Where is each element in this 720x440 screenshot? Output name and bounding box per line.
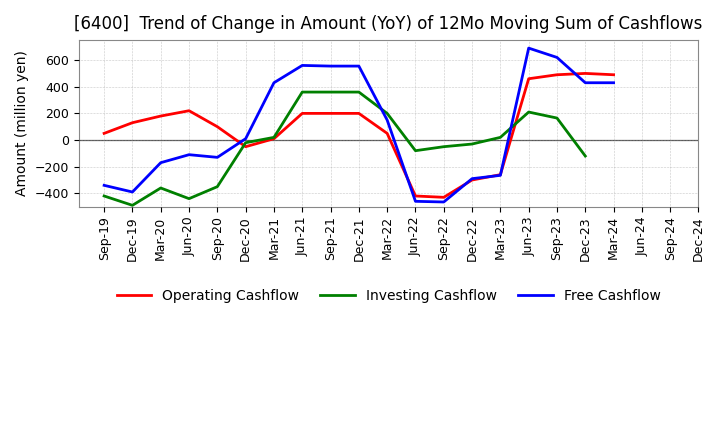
Investing Cashflow — [524, 110, 533, 115]
Operating Cashflow — [100, 131, 109, 136]
Investing Cashflow — [298, 89, 307, 95]
Operating Cashflow — [213, 124, 222, 129]
Free Cashflow — [156, 160, 165, 165]
Free Cashflow — [213, 155, 222, 160]
Operating Cashflow — [326, 111, 335, 116]
Free Cashflow — [581, 80, 590, 85]
Free Cashflow — [128, 189, 137, 194]
Free Cashflow — [524, 45, 533, 51]
Free Cashflow — [354, 63, 363, 69]
Investing Cashflow — [439, 144, 448, 149]
Investing Cashflow — [156, 185, 165, 191]
Free Cashflow — [439, 199, 448, 205]
Free Cashflow — [383, 117, 392, 123]
Title: [6400]  Trend of Change in Amount (YoY) of 12Mo Moving Sum of Cashflows: [6400] Trend of Change in Amount (YoY) o… — [74, 15, 703, 33]
Operating Cashflow — [468, 177, 477, 183]
Investing Cashflow — [496, 135, 505, 140]
Operating Cashflow — [553, 72, 562, 77]
Operating Cashflow — [609, 72, 618, 77]
Investing Cashflow — [241, 140, 250, 145]
Operating Cashflow — [383, 131, 392, 136]
Line: Free Cashflow: Free Cashflow — [104, 48, 613, 202]
Investing Cashflow — [326, 89, 335, 95]
Line: Operating Cashflow: Operating Cashflow — [104, 73, 613, 197]
Free Cashflow — [185, 152, 194, 158]
Free Cashflow — [553, 55, 562, 60]
Operating Cashflow — [269, 136, 278, 141]
Free Cashflow — [326, 63, 335, 69]
Legend: Operating Cashflow, Investing Cashflow, Free Cashflow: Operating Cashflow, Investing Cashflow, … — [111, 283, 666, 308]
Free Cashflow — [496, 172, 505, 178]
Investing Cashflow — [269, 135, 278, 140]
Investing Cashflow — [354, 89, 363, 95]
Operating Cashflow — [156, 114, 165, 119]
Operating Cashflow — [298, 111, 307, 116]
Operating Cashflow — [354, 111, 363, 116]
Free Cashflow — [100, 183, 109, 188]
Operating Cashflow — [241, 144, 250, 149]
Free Cashflow — [468, 176, 477, 181]
Operating Cashflow — [185, 108, 194, 114]
Operating Cashflow — [524, 76, 533, 81]
Investing Cashflow — [383, 111, 392, 116]
Investing Cashflow — [581, 154, 590, 159]
Operating Cashflow — [128, 120, 137, 125]
Operating Cashflow — [581, 71, 590, 76]
Operating Cashflow — [496, 172, 505, 177]
Free Cashflow — [609, 80, 618, 85]
Investing Cashflow — [100, 193, 109, 198]
Free Cashflow — [298, 63, 307, 68]
Line: Investing Cashflow: Investing Cashflow — [104, 92, 585, 205]
Operating Cashflow — [439, 194, 448, 200]
Investing Cashflow — [411, 148, 420, 153]
Y-axis label: Amount (million yen): Amount (million yen) — [15, 51, 29, 196]
Free Cashflow — [269, 80, 278, 85]
Investing Cashflow — [468, 141, 477, 147]
Investing Cashflow — [213, 184, 222, 189]
Investing Cashflow — [185, 196, 194, 201]
Operating Cashflow — [411, 193, 420, 198]
Investing Cashflow — [128, 203, 137, 208]
Investing Cashflow — [553, 115, 562, 121]
Free Cashflow — [241, 136, 250, 141]
Free Cashflow — [411, 199, 420, 204]
